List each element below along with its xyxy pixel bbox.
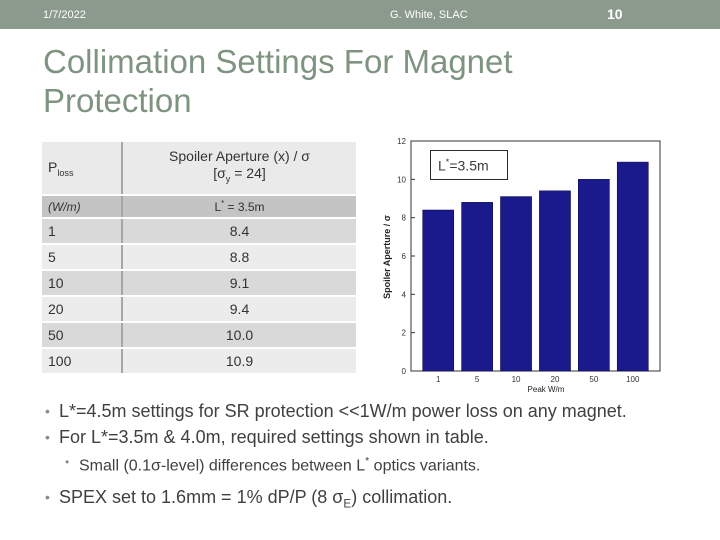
y-tick-label: 0: [402, 367, 407, 376]
table-row: 10 9.1: [42, 271, 356, 295]
sub-bullet-item: Small (0.1σ-level) differences between L…: [43, 452, 693, 476]
table-unit-row: (W/m) L* = 3.5m: [42, 196, 356, 217]
x-tick-label: 100: [626, 375, 640, 384]
x-tick-label: 1: [436, 375, 441, 384]
cell-ploss: 10: [42, 271, 123, 295]
slide-author: G. White, SLAC: [390, 9, 468, 21]
x-tick-label: 5: [475, 375, 480, 384]
cell-aperture: 9.1: [123, 271, 356, 295]
cell-aperture: 10.9: [123, 349, 356, 373]
y-tick-label: 10: [397, 175, 406, 184]
chart-x-label: Peak W/m: [528, 385, 565, 394]
header-bar: 1/7/2022 G. White, SLAC 10: [0, 0, 720, 29]
y-tick-label: 2: [402, 329, 407, 338]
header-ploss: Ploss: [42, 142, 123, 194]
x-tick-label: 50: [589, 375, 598, 384]
bar: [578, 179, 610, 372]
y-tick-label: 4: [402, 290, 407, 299]
settings-table: Ploss Spoiler Aperture (x) / σ [σy = 24]…: [42, 140, 356, 375]
slide-title: Collimation Settings For Magnet Protecti…: [43, 43, 513, 119]
x-tick-label: 10: [512, 375, 521, 384]
bar: [461, 202, 493, 372]
cell-ploss: 100: [42, 349, 123, 373]
x-tick-label: 20: [551, 375, 560, 384]
cell-aperture: 8.4: [123, 219, 356, 243]
cell-ploss: 50: [42, 323, 123, 347]
cell-ploss: 1: [42, 219, 123, 243]
aperture-bar-chart: 0 2 4 6 8 10 12 1 5 10 20 50 100 Spoiler Aperture / σ…: [382, 137, 661, 394]
bar: [539, 190, 571, 372]
bullet-item: L*=4.5m settings for SR protection <<1W/…: [43, 400, 693, 423]
chart-y-label: Spoiler Aperture / σ: [382, 215, 392, 299]
cell-aperture: 8.8: [123, 245, 356, 269]
table-header-row: Ploss Spoiler Aperture (x) / σ [σy = 24]: [42, 142, 356, 194]
table-row: 20 9.4: [42, 297, 356, 321]
table-row: 5 8.8: [42, 245, 356, 269]
table-row: 1 8.4: [42, 219, 356, 243]
y-tick-label: 8: [402, 214, 407, 223]
slide-date: 1/7/2022: [43, 9, 86, 21]
header-aperture: Spoiler Aperture (x) / σ [σy = 24]: [123, 142, 356, 194]
cell-ploss: 5: [42, 245, 123, 269]
bar: [500, 196, 532, 372]
bullet-item: SPEX set to 1.6mm = 1% dP/P (8 σE) colli…: [43, 486, 693, 516]
cell-aperture: 10.0: [123, 323, 356, 347]
bullet-item: For L*=3.5m & 4.0m, required settings sh…: [43, 426, 693, 449]
table-row: 100 10.9: [42, 349, 356, 373]
unit-lstar: L* = 3.5m: [123, 196, 356, 217]
y-tick-label: 6: [402, 252, 407, 261]
cell-ploss: 20: [42, 297, 123, 321]
bullet-list: L*=4.5m settings for SR protection <<1W/…: [43, 400, 693, 519]
bar: [422, 209, 455, 372]
chart-annotation-lstar: L*=3.5m: [430, 150, 508, 180]
table-row: 50 10.0: [42, 323, 356, 347]
bar: [616, 161, 649, 372]
cell-aperture: 9.4: [123, 297, 356, 321]
unit-ploss: (W/m): [42, 196, 123, 217]
y-tick-label: 12: [397, 137, 406, 146]
page-number: 10: [607, 6, 623, 22]
